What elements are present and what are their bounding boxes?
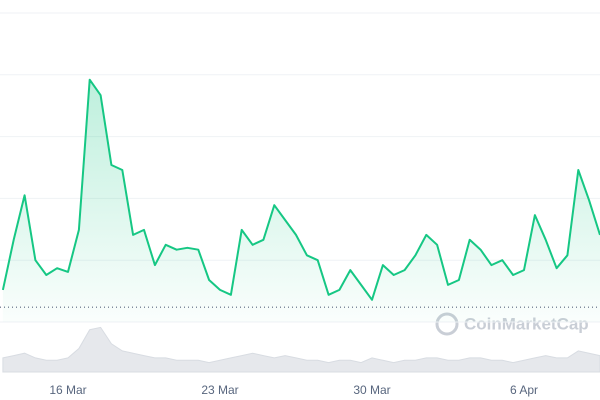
x-tick-label: 23 Mar	[201, 383, 238, 397]
price-area	[2, 79, 600, 322]
x-tick-label: 6 Apr	[510, 383, 538, 397]
x-tick-label: 30 Mar	[353, 383, 390, 397]
price-line	[1, 78, 600, 301]
volume-area	[2, 326, 600, 373]
x-tick-label: 16 Mar	[49, 383, 86, 397]
plot: 16 Mar 23 Mar 30 Mar 6 Apr	[0, 12, 600, 397]
